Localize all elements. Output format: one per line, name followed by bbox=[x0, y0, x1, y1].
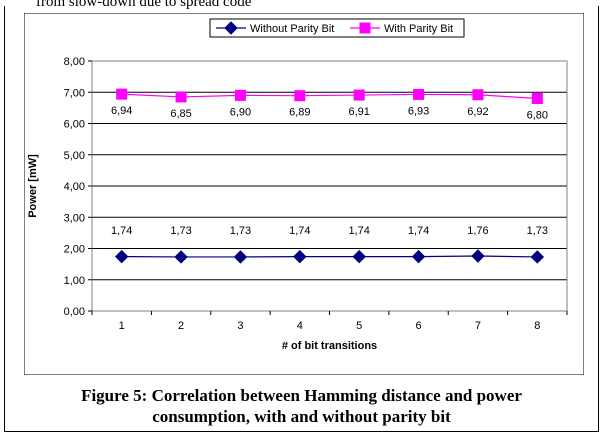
data-label: 6,92 bbox=[467, 106, 488, 118]
data-label: 6,91 bbox=[348, 106, 369, 118]
data-point-square bbox=[359, 22, 371, 34]
data-label: 1,76 bbox=[467, 225, 488, 237]
y-tick-label: 1,00 bbox=[64, 275, 85, 287]
data-label: 6,80 bbox=[527, 110, 548, 122]
series-group bbox=[114, 88, 545, 264]
x-tick-label: 8 bbox=[534, 320, 540, 332]
data-label: 6,93 bbox=[408, 105, 429, 117]
data-label: 1,74 bbox=[348, 225, 369, 237]
y-tick-label: 8,00 bbox=[64, 56, 85, 68]
data-point-diamond bbox=[224, 21, 238, 35]
figure-caption: Figure 5: Correlation between Hamming di… bbox=[4, 385, 599, 427]
x-tick-label: 2 bbox=[178, 320, 184, 332]
legend-entry: Without Parity Bit bbox=[250, 23, 334, 35]
x-tick-label: 1 bbox=[119, 320, 125, 332]
y-tick-label: 4,00 bbox=[64, 181, 85, 193]
data-label: 6,94 bbox=[111, 105, 132, 117]
data-point-diamond bbox=[174, 250, 188, 264]
data-label: 6,89 bbox=[289, 107, 310, 119]
data-point-diamond bbox=[352, 249, 366, 264]
data-label: 1,73 bbox=[230, 225, 251, 237]
data-point-diamond bbox=[114, 249, 129, 264]
x-axis-ticks: 1 2 3 4 5 6 7 8 bbox=[91, 311, 568, 332]
legend-box bbox=[209, 18, 465, 38]
data-point-diamond bbox=[530, 250, 545, 264]
data-point-diamond bbox=[471, 249, 485, 263]
data-label: 1,74 bbox=[111, 225, 132, 237]
data-point-diamond bbox=[233, 250, 248, 264]
data-label: 6,90 bbox=[230, 106, 251, 118]
data-point-square bbox=[413, 88, 425, 100]
chart-area-border bbox=[24, 13, 584, 375]
legend-entry: With Parity Bit bbox=[384, 23, 453, 35]
x-tick-label: 4 bbox=[297, 320, 303, 332]
data-label: 1,74 bbox=[408, 225, 429, 237]
chart: Without Parity Bit With Parity Bit 0,00 1,… bbox=[24, 13, 584, 375]
caption-line-1: Figure 5: Correlation between Hamming di… bbox=[81, 386, 522, 405]
y-axis-ticks: 0,00 1,00 2,00 3,00 4,00 5,00 6,00 7,00 8,00 bbox=[64, 56, 92, 318]
data-point-square bbox=[175, 91, 187, 103]
x-axis-label: # of bit transitions bbox=[282, 340, 377, 352]
x-tick-label: 5 bbox=[356, 320, 362, 332]
series-line bbox=[121, 255, 538, 258]
data-point-diamond bbox=[293, 249, 307, 264]
y-tick-label: 6,00 bbox=[64, 119, 85, 131]
data-label: 1,73 bbox=[170, 225, 191, 237]
data-point-square bbox=[472, 89, 484, 101]
data-label: 6,85 bbox=[170, 108, 191, 120]
data-label: 1,74 bbox=[289, 225, 310, 237]
series-line bbox=[121, 93, 538, 100]
x-tick-label: 7 bbox=[475, 320, 481, 332]
x-tick-label: 6 bbox=[416, 320, 422, 332]
y-axis-label: Power [mW] bbox=[27, 154, 39, 218]
data-point-square bbox=[234, 89, 246, 101]
data-point-square bbox=[116, 88, 128, 100]
y-tick-label: 7,00 bbox=[64, 87, 85, 99]
data-labels: 1,74 1,73 1,73 1,74 1,74 1,74 1,76 1,73 6,94 6,85… bbox=[111, 105, 548, 237]
y-tick-label: 0,00 bbox=[64, 306, 85, 318]
y-tick-label: 5,00 bbox=[64, 150, 85, 162]
preceding-text-fragment: from slow-down due to spread code bbox=[36, 0, 252, 10]
x-tick-label: 3 bbox=[237, 320, 243, 332]
data-label: 1,73 bbox=[527, 225, 548, 237]
data-point-square bbox=[353, 89, 365, 101]
data-point-square bbox=[294, 90, 306, 102]
legend: Without Parity Bit With Parity Bit bbox=[209, 18, 465, 38]
y-tick-label: 3,00 bbox=[64, 212, 85, 224]
data-point-diamond bbox=[411, 249, 426, 264]
data-point-square bbox=[531, 93, 543, 104]
figure-frame bbox=[4, 6, 599, 432]
caption-line-2: consumption, with and without parity bit bbox=[152, 407, 451, 426]
y-tick-label: 2,00 bbox=[64, 244, 85, 256]
